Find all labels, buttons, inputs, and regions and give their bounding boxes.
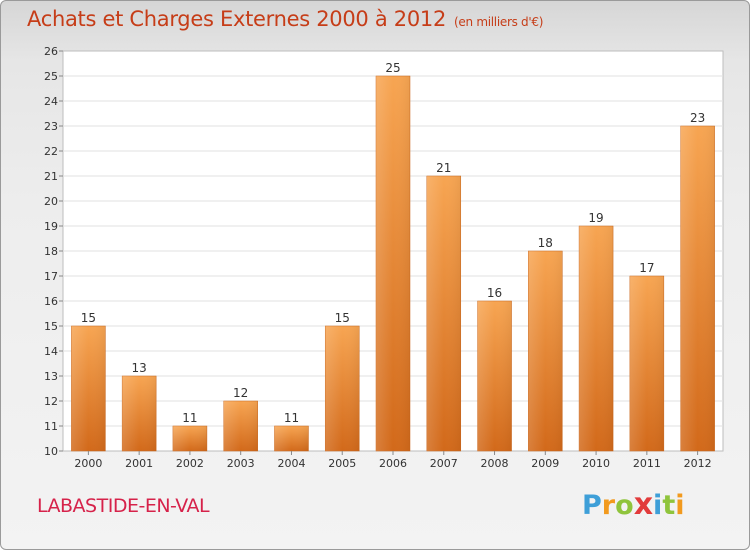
x-tick-label: 2010 [582,457,610,470]
x-tick-label: 2007 [430,457,458,470]
x-tick-label: 2012 [684,457,712,470]
data-label: 23 [690,111,705,125]
y-tick-label: 20 [44,195,58,208]
bar-shine [274,426,309,451]
x-tick-label: 2011 [633,457,661,470]
data-label: 11 [182,411,197,425]
x-tick-label: 2003 [227,457,255,470]
y-tick-label: 11 [44,420,58,433]
y-tick-label: 10 [44,445,58,458]
y-axis: 10 11 12 13 14 15 16 17 18 19 20 21 22 23 24 25 26 [44,45,63,458]
y-tick-label: 17 [44,270,58,283]
x-tick-label: 2004 [277,457,305,470]
y-tick-label: 12 [44,395,58,408]
y-tick-label: 23 [44,120,58,133]
data-label: 15 [81,311,96,325]
logo-letter: o [615,490,634,521]
data-label: 18 [538,236,553,250]
bars: 15 13 11 12 11 15 25 21 16 18 19 17 23 [71,61,715,452]
chart-title-text: Achats et Charges Externes 2000 à 2012 [27,7,447,31]
bar-shine [122,376,157,451]
data-label: 13 [132,361,147,375]
data-label: 17 [639,261,654,275]
logo-letter: t [662,490,676,521]
x-tick-label: 2009 [531,457,559,470]
y-tick-label: 22 [44,145,58,158]
x-tick-label: 2000 [74,457,102,470]
y-tick-label: 24 [44,95,58,108]
bar-shine [426,176,461,451]
y-tick-label: 21 [44,170,58,183]
logo-letter: i [675,490,685,521]
y-tick-label: 15 [44,320,58,333]
bar-shine [223,401,258,451]
y-tick-label: 26 [44,45,58,58]
chart-subtitle: (en milliers d'€) [454,15,544,29]
bar-shine [680,126,715,451]
logo-letter: r [601,490,616,521]
commune-name: LABASTIDE-EN-VAL [37,495,210,517]
bar-shine [477,301,512,451]
x-tick-label: 2006 [379,457,407,470]
bar-shine [325,326,360,451]
bar-shine [528,251,563,451]
bar-shine [579,226,614,451]
y-tick-label: 18 [44,245,58,258]
logo-letter: P [582,490,602,521]
bar-shine [172,426,207,451]
logo-letter: x [633,487,654,522]
data-label: 19 [588,211,603,225]
y-tick-label: 14 [44,345,58,358]
data-label: 25 [385,61,400,75]
bar-shine [376,76,410,451]
x-tick-label: 2001 [125,457,153,470]
y-tick-label: 13 [44,370,58,383]
x-tick-label: 2005 [328,457,356,470]
x-axis: 2000 2001 2002 2003 2004 2005 2006 2007 2008 2009… [74,451,712,470]
y-tick-label: 19 [44,220,58,233]
y-tick-label: 16 [44,295,58,308]
data-label: 15 [335,311,350,325]
bar-shine [71,326,106,451]
x-tick-label: 2008 [481,457,509,470]
bar-shine [629,276,664,451]
data-label: 11 [284,411,299,425]
proxiti-logo: Proxiti [582,487,685,522]
y-tick-label: 25 [44,70,58,83]
chart-title: Achats et Charges Externes 2000 à 2012 (e… [27,7,543,31]
logo-letter: i [653,490,663,521]
data-label: 16 [487,286,502,300]
data-label: 12 [233,386,248,400]
data-label: 21 [436,161,451,175]
x-tick-label: 2002 [176,457,204,470]
